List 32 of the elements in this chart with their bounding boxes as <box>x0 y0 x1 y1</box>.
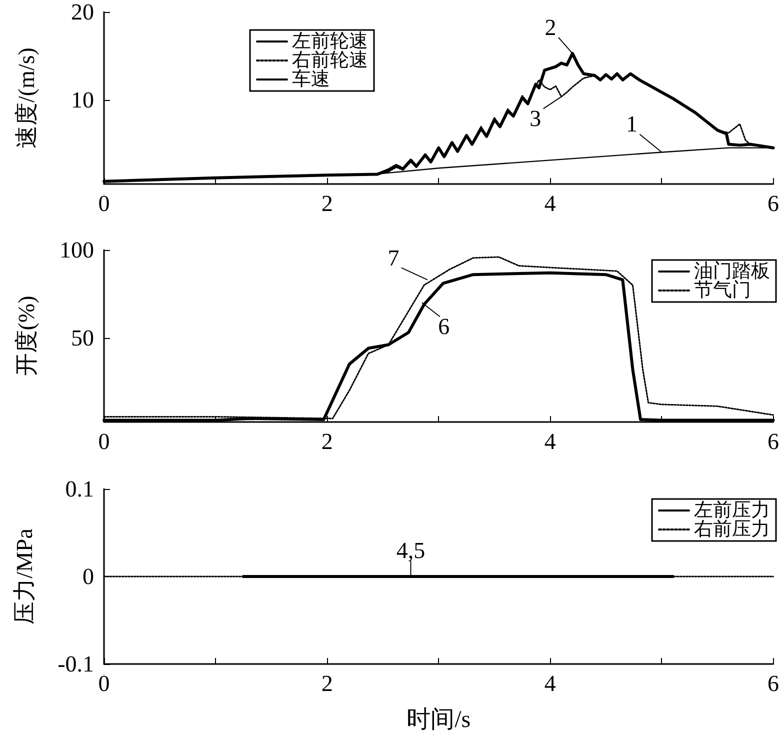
x-tick-label: 0 <box>98 671 110 696</box>
annotation: 1 <box>626 112 638 137</box>
annotation: 6 <box>438 314 450 340</box>
y-tick-label: 0.1 <box>65 476 94 502</box>
y-axis-title: 开度(%) <box>14 296 39 376</box>
annotation: 4,5 <box>396 538 426 563</box>
annotation: 7 <box>388 245 400 270</box>
y-tick-label: 0 <box>82 564 94 589</box>
annotation: 2 <box>544 14 556 40</box>
x-tick-label: 4 <box>544 429 556 454</box>
x-tick-label: 4 <box>544 191 556 216</box>
x-tick-label: 6 <box>768 429 779 454</box>
legend-label: 节气门 <box>694 279 751 301</box>
x-tick-label: 4 <box>544 671 556 696</box>
x-tick-label: 0 <box>98 429 110 454</box>
y-tick-label: 50 <box>71 325 94 350</box>
x-tick-label: 6 <box>768 191 779 216</box>
x-tick-label: 2 <box>321 429 333 454</box>
y-axis-title: 压力/MPa <box>12 528 37 624</box>
legend-label: 车速 <box>292 69 330 90</box>
y-tick-label: 20 <box>71 0 94 24</box>
legend-label: 右前压力 <box>694 519 770 540</box>
x-axis-title: 时间/s <box>406 707 471 733</box>
y-axis-title: 速度/(m/s) <box>14 48 39 148</box>
y-tick-label: 10 <box>71 88 94 113</box>
x-tick-label: 6 <box>768 671 779 696</box>
x-tick-label: 0 <box>98 191 110 216</box>
x-tick-label: 2 <box>321 671 333 696</box>
y-tick-label: 100 <box>60 238 94 262</box>
annotation: 3 <box>530 106 542 132</box>
x-tick-label: 2 <box>321 191 333 216</box>
y-tick-label: -0.1 <box>58 652 94 676</box>
